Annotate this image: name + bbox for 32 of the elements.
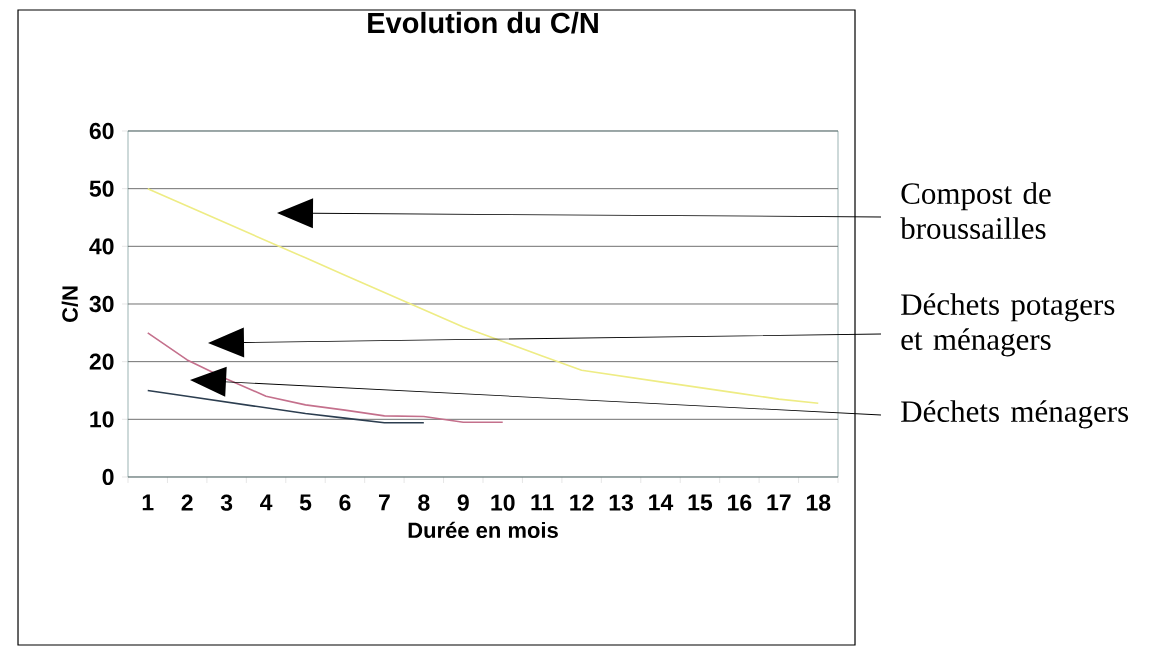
y-tick-label: 10 <box>90 411 114 428</box>
text: Déchets ménagers <box>901 400 1129 429</box>
chart-title: Evolution du C/N <box>368 11 598 34</box>
x-tick-label: 9 <box>457 494 469 511</box>
x-tick-label: 2 <box>181 494 193 511</box>
text: Déchets potagers et ménagers <box>901 293 1115 357</box>
x-axis-title: Durée en mois <box>408 521 558 539</box>
x-tick-label: 4 <box>260 494 273 511</box>
x-tick-label: 8 <box>418 494 430 511</box>
x-tick-label: 17 <box>767 494 791 511</box>
x-tick-label: 11 <box>531 494 554 511</box>
x-tick-label: 13 <box>609 494 634 511</box>
x-tick-label: 14 <box>649 494 674 511</box>
x-tick-label: 15 <box>688 494 713 511</box>
y-tick-label: 20 <box>89 353 114 370</box>
x-tick-label: 6 <box>339 494 351 511</box>
x-tick-label: 12 <box>570 494 594 511</box>
x-tick-label: 7 <box>378 494 390 511</box>
x-tick-label: 3 <box>220 494 233 511</box>
x-tick-label: 16 <box>728 494 752 511</box>
text: Compost de broussailles <box>900 182 1051 239</box>
x-tick-label: 10 <box>491 494 515 511</box>
x-tick-label: 5 <box>299 494 312 511</box>
x-tick-label: 1 <box>142 494 154 511</box>
y-tick-label: 40 <box>89 238 114 255</box>
line-series <box>146 332 504 423</box>
x-tick-label: 18 <box>806 494 831 511</box>
y-tick-label: 50 <box>89 180 114 197</box>
y-tick-label: 60 <box>89 122 114 140</box>
y-axis-title: C/N <box>61 286 79 323</box>
y-tick-label: 0 <box>102 468 114 486</box>
y-tick-label: 30 <box>89 295 114 313</box>
